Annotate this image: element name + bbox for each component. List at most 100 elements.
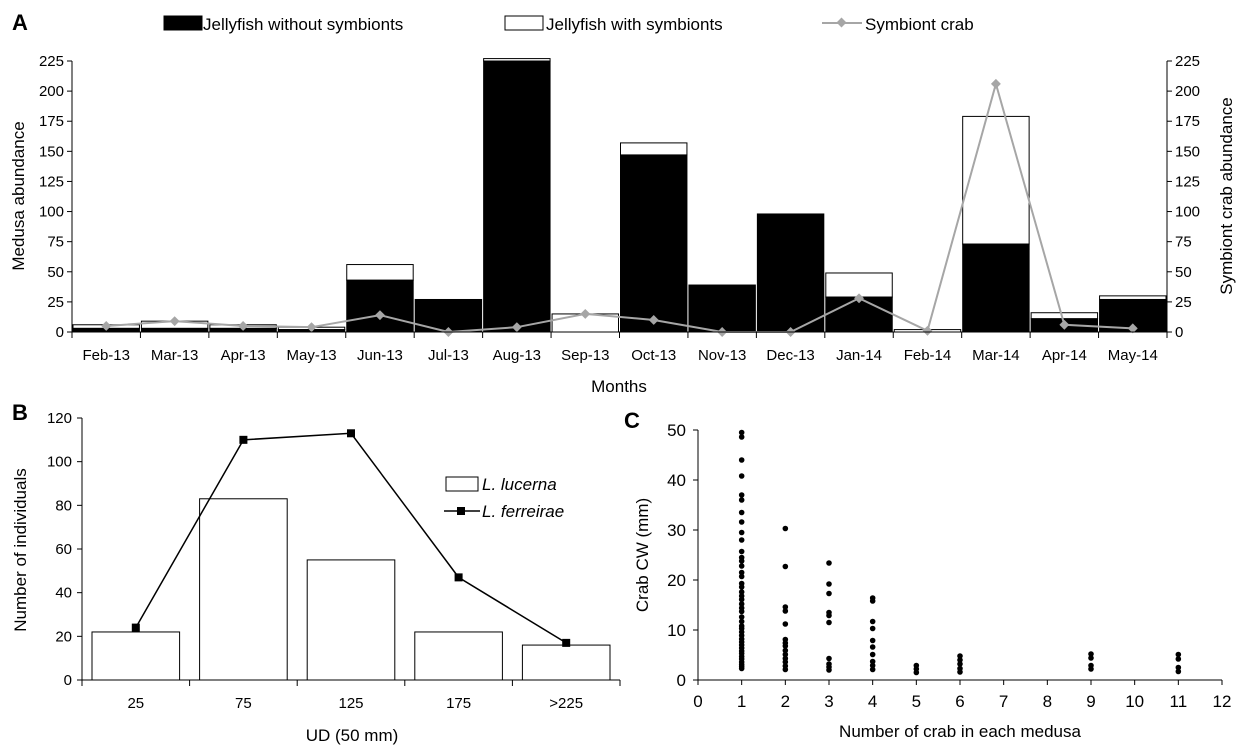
scatter-point-x6-1 (957, 657, 963, 663)
ferreirae-point-25 (131, 623, 140, 632)
scatter-point-x1-41 (738, 665, 745, 672)
x-tick-label-25: 25 (127, 695, 144, 712)
scatter-point-x4-1 (869, 598, 876, 604)
scatter-point-x2-3 (782, 608, 789, 614)
legend-label-crab: Symbiont crab (865, 15, 974, 34)
scatter-point-x1-25 (738, 618, 745, 625)
scatter-point-x1-9 (738, 537, 745, 543)
bar-lucerna-25 (91, 631, 181, 681)
x-tick-label-12: 12 (1213, 692, 1232, 711)
ferreirae-point-125 (347, 429, 355, 438)
scatter-point-x1-24 (738, 614, 745, 620)
bar-with-symbionts-oct-13 (620, 142, 688, 156)
scatter-point-x1-8 (738, 529, 745, 536)
y-tick-label-125: 125 (39, 173, 64, 190)
scatter-point-x6-0 (957, 653, 963, 659)
bar-with-symbionts-mar-14 (962, 115, 1030, 245)
bar-lucerna-175 (414, 631, 503, 681)
scatter-point-x1-12 (738, 558, 745, 564)
crab-point-mar-14 (990, 78, 1001, 89)
scatter-point-x2-0 (782, 525, 789, 532)
bar-without-symbionts-jun-13 (346, 279, 414, 333)
x-tick-label-5: 5 (912, 692, 921, 711)
x-tick-label-mar-13: Mar-13 (151, 347, 199, 364)
scatter-point-x4-3 (869, 625, 876, 632)
scatter-point-x3-4 (826, 612, 832, 619)
bar-lucerna-225 (521, 644, 611, 681)
y2-tick-label-50: 50 (1175, 264, 1192, 281)
panel-a-bars (72, 58, 1167, 333)
x-tick-label-oct-13: Oct-13 (631, 347, 676, 364)
scatter-point-x4-2 (869, 618, 876, 625)
bar-without-symbionts-aug-13 (483, 60, 551, 333)
y-tick-label-150: 150 (39, 143, 64, 160)
crab-point-may-13 (306, 322, 317, 333)
scatter-point-x2-13 (782, 666, 789, 673)
panel-a: A 0 25 50 75 100 125 150 175 200 225 0 25 50 75 100 12… (9, 10, 1236, 396)
y2-tick-label-175: 175 (1175, 113, 1200, 130)
scatter-point-x1-1 (738, 434, 745, 440)
scatter-point-x1-14 (738, 569, 745, 576)
panel-b-label: B (12, 400, 28, 425)
crab-point-feb-14 (922, 325, 933, 336)
panel-b-x-ticks: 25 75 125 175 >225 (81, 680, 621, 712)
y2-tick-label-200: 200 (1175, 83, 1200, 100)
panel-c-x-axis-title: Number of crab in each medusa (839, 722, 1081, 741)
x-tick-label-9: 9 (1086, 692, 1095, 711)
crab-point-apr-14 (1059, 319, 1070, 330)
y-tick-label-75: 75 (47, 234, 64, 251)
bar-lucerna-75 (199, 498, 288, 681)
x-tick-label-jul-13: Jul-13 (428, 347, 469, 364)
scatter-point-x9-1 (1088, 655, 1094, 661)
scatter-point-x11-0 (1175, 651, 1182, 658)
x-tick-label-mar-14: Mar-14 (972, 347, 1020, 364)
bar-without-symbionts-nov-13 (688, 284, 756, 333)
scatter-point-x11-3 (1175, 668, 1182, 675)
scatter-point-x9-3 (1088, 666, 1094, 672)
x-tick-label-125: 125 (338, 695, 363, 712)
x-tick-label-may-13: May-13 (287, 347, 337, 364)
panel-a-y-ticks: 0 25 50 75 100 125 150 175 200 225 (39, 53, 72, 341)
crab-point-aug-13 (511, 322, 522, 333)
panel-b-x-axis-title: UD (50 mm) (306, 726, 399, 745)
x-tick-label-7: 7 (999, 692, 1008, 711)
scatter-point-x4-8 (869, 662, 876, 669)
panel-b: B 0 20 40 60 80 100 120 25 75 125 175 >225 Number … (11, 400, 621, 745)
scatter-point-x1-21 (738, 601, 745, 607)
y-tick-label-40: 40 (55, 585, 72, 602)
scatter-point-x3-0 (826, 560, 832, 566)
scatter-point-x3-9 (826, 667, 832, 673)
scatter-point-x1-6 (738, 509, 745, 516)
scatter-point-x2-7 (782, 643, 789, 649)
scatter-point-x2-4 (782, 621, 789, 627)
x-tick-label-aug-13: Aug-13 (493, 347, 541, 364)
panel-a-y2-axis-title: Symbiont crab abundance (1217, 97, 1236, 295)
y2-tick-label-125: 125 (1175, 173, 1200, 190)
y-tick-label-50: 50 (667, 421, 686, 440)
x-tick-label-8: 8 (1043, 692, 1052, 711)
y-tick-label-0: 0 (64, 672, 72, 689)
scatter-point-x4-5 (869, 644, 876, 650)
scatter-point-x1-0 (738, 429, 745, 436)
x-tick-label-apr-14: Apr-14 (1042, 347, 1087, 364)
bar-lucerna-125 (306, 559, 396, 681)
panel-a-y2-ticks: 0 25 50 75 100 125 150 175 200 225 (1167, 53, 1200, 341)
legend-swatch-without-symbionts (163, 15, 203, 31)
crab-point-jun-13 (375, 310, 385, 321)
y-tick-label-225: 225 (39, 53, 64, 70)
x-tick-label-feb-14: Feb-14 (904, 347, 952, 364)
crab-point-may-14 (1127, 323, 1138, 334)
scatter-point-x5-2 (913, 669, 920, 676)
y-tick-label-20: 20 (667, 571, 686, 590)
x-tick-label-11: 11 (1170, 692, 1188, 711)
crab-point-jan-14 (854, 293, 864, 304)
scatter-point-x2-9 (782, 651, 789, 658)
crab-point-apr-13 (238, 321, 249, 331)
crab-point-mar-13 (169, 316, 180, 327)
y-tick-label-100: 100 (47, 454, 72, 471)
panel-c-points (738, 429, 1182, 676)
scatter-point-x4-7 (869, 658, 876, 665)
scatter-point-x6-2 (957, 661, 963, 667)
